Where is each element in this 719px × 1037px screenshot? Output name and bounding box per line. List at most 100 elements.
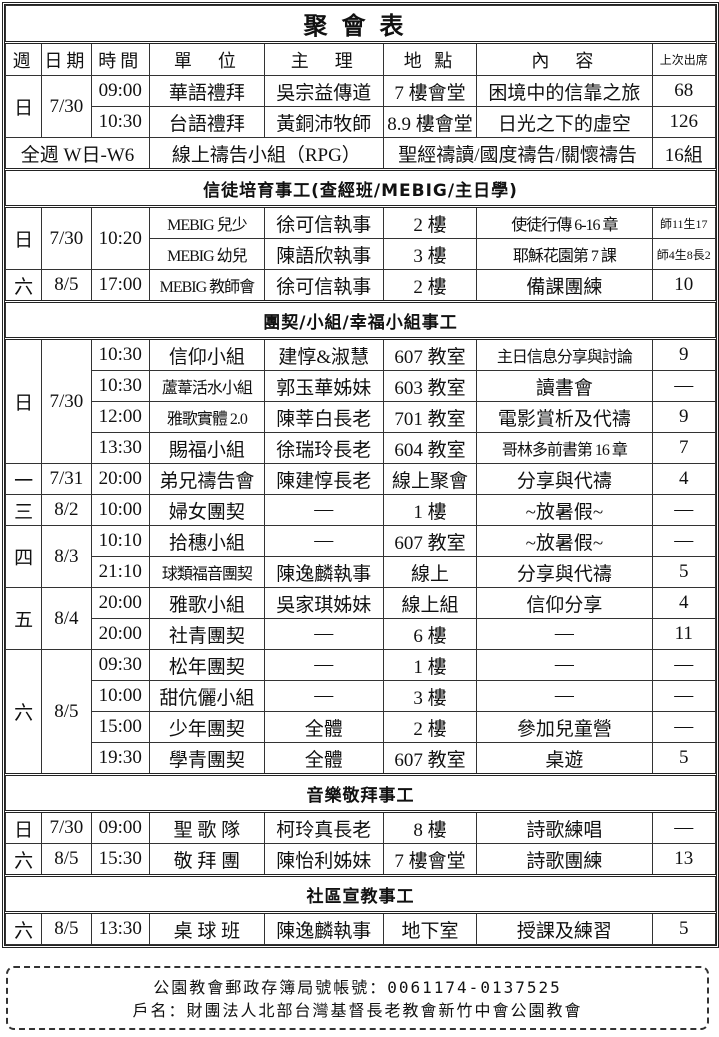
cell-time: 09:00 <box>90 811 151 844</box>
cell-place: 603 教室 <box>382 370 478 402</box>
cell-leader: 建惇&淑慧 <box>263 338 384 371</box>
cell-time: 10:30 <box>90 338 151 371</box>
cell-day: 四 <box>4 525 43 588</box>
cell-time: 19:30 <box>90 742 151 775</box>
cell-place: 線上 <box>382 556 478 588</box>
cell-place: 2 樓 <box>382 711 478 743</box>
cell-attendance: 師4生8長2 <box>651 238 716 270</box>
cell-time: 09:00 <box>90 75 151 107</box>
cell-time: 13:30 <box>90 432 151 464</box>
cell-time: 12:00 <box>90 401 151 433</box>
cell-date: 8/5 <box>41 649 92 775</box>
cell-place: 607 教室 <box>382 742 478 775</box>
cell-content: 日光之下的虛空 <box>476 106 653 138</box>
cell-date: 8/5 <box>41 269 92 302</box>
table-row: 四 8/3 10:10 拾穗小組 —607 教室 ~放暑假~ — <box>4 525 716 588</box>
cell-content: 主日信息分享與討論 <box>476 338 653 371</box>
cell-time: 10:20 <box>90 206 151 270</box>
cell-attendance: 5 <box>651 742 716 775</box>
cell-leader: — <box>263 680 384 712</box>
cell-unit: 賜福小組 <box>149 432 265 464</box>
cell-leader: 吳宗益傳道 <box>263 75 384 107</box>
cell-attendance: 126 <box>651 106 716 138</box>
cell-attendance: 10 <box>651 269 716 302</box>
table-row: 日 7/30 10:30 信仰小組 建惇&淑慧 607 教室 主日信息分享與討論 9 <box>4 338 716 464</box>
cell-leader: 全體 <box>263 711 384 743</box>
table-row: 六 8/5 13:30 桌 球 班陳逸麟執事 地下室 授課及練習 5 <box>4 912 716 945</box>
table-row: 日 7/30 09:00 華語禮拜 吳宗益傳道 7 樓會堂 困境中的信靠之旅 6… <box>4 75 716 138</box>
cell-leader: 陳建惇長老 <box>263 463 384 495</box>
cell-day: 五 <box>4 587 43 650</box>
schedule-frame: 聚會表 週 日期 時間 單 位 主 理 地 點 內 容 上次出席 日 7/30 … <box>2 2 719 948</box>
cell-date: 7/30 <box>41 338 92 464</box>
table-row: 10:30 台語禮拜 黃銅沛牧師 8.9 樓會堂 日光之下的虛空 126 <box>6 106 716 138</box>
cell-content: 備課團練 <box>476 269 653 302</box>
cell-attendance: 7 <box>651 432 716 464</box>
cell-content: 詩歌團練 <box>476 843 653 876</box>
cell-place: 3 樓 <box>382 680 478 712</box>
cell-content: 分享與代禱 <box>476 463 653 495</box>
table-row: 15:00 少年團契 全體 2 樓參加兒童營 — <box>6 711 716 743</box>
cell-unit: 甜伉儷小組 <box>149 680 265 712</box>
cell-when: 全週 W日-W6 <box>5 137 150 170</box>
cell-time: 20:00 <box>90 587 151 619</box>
cell-time: 09:30 <box>90 649 151 681</box>
section-title: 音樂敬拜事工 <box>5 773 716 813</box>
account-number: 公園教會郵政存簿局號帳號：0061174-0137525 <box>153 978 562 997</box>
header-time: 時間 <box>90 42 151 76</box>
section-header: 音樂敬拜事工 <box>5 773 716 813</box>
cell-date: 8/3 <box>41 525 92 588</box>
cell-attendance: — <box>651 370 716 402</box>
cell-content: ~放暑假~ <box>476 525 653 557</box>
cell-attendance: 9 <box>651 401 716 433</box>
cell-attendance: 16組 <box>651 137 716 170</box>
header-week: 週 <box>4 42 43 76</box>
cell-unit: MEBIG 兒少 <box>149 206 265 239</box>
header-content: 內 容 <box>476 42 653 76</box>
cell-content: 困境中的信靠之旅 <box>476 75 653 107</box>
cell-day: 六 <box>4 649 43 775</box>
bank-account-footer: 公園教會郵政存簿局號帳號：0061174-0137525 戶名：財團法人北部台灣… <box>6 966 709 1030</box>
section-title: 團契/小組/幸福小組事工 <box>5 300 716 340</box>
account-name: 戶名：財團法人北部台灣基督長老教會新竹中會公園教會 <box>132 1001 583 1020</box>
cell-attendance: 4 <box>651 463 716 495</box>
cell-leader: 吳家琪姊妹 <box>263 587 384 619</box>
cell-date: 7/30 <box>41 811 92 844</box>
cell-leader: 陳逸麟執事 <box>263 912 384 945</box>
cell-time: 10:10 <box>90 525 151 557</box>
cell-place: 7 樓會堂 <box>382 843 478 876</box>
table-row: 六 8/5 17:00 MEBIG 教師會 徐可信執事 2 樓備課團練 10 <box>4 269 716 302</box>
header-attendance: 上次出席 <box>651 42 716 76</box>
cell-unit: 雅歌實體 2.0 <box>149 401 265 433</box>
cell-place: 8.9 樓會堂 <box>382 106 478 138</box>
cell-day: 日 <box>4 75 43 138</box>
cell-time: 20:00 <box>90 618 151 650</box>
cell-content: 分享與代禱 <box>476 556 653 588</box>
cell-leader: 黃銅沛牧師 <box>263 106 384 138</box>
cell-day: 三 <box>4 494 43 526</box>
cell-time: 10:00 <box>90 494 151 526</box>
cell-date: 7/30 <box>41 206 92 270</box>
cell-time: 15:00 <box>90 711 151 743</box>
cell-leader: 全體 <box>263 742 384 775</box>
cell-unit: 學青團契 <box>149 742 265 775</box>
cell-place: 3 樓 <box>382 238 478 270</box>
cell-leader: 徐可信執事 <box>263 206 384 239</box>
section-title: 信徒培育事工(查經班/MEBIG/主日學) <box>5 168 716 208</box>
cell-unit: 少年團契 <box>149 711 265 743</box>
cell-leader: 柯玲真長老 <box>263 811 384 844</box>
cell-day: 一 <box>4 463 43 495</box>
cell-content: — <box>476 649 653 681</box>
section-header: 社區宣教事工 <box>5 874 716 914</box>
cell-content: 信仰分享 <box>476 587 653 619</box>
cell-unit: 線上禱告小組（RPG） <box>149 137 384 170</box>
cell-date: 7/30 <box>41 75 92 138</box>
cell-unit: 弟兄禱告會 <box>149 463 265 495</box>
cell-day: 日 <box>4 338 43 464</box>
cell-leader: — <box>263 649 384 681</box>
cell-date: 8/5 <box>41 843 92 876</box>
cell-unit: MEBIG 幼兒 <box>149 238 265 270</box>
cell-attendance: 5 <box>651 556 716 588</box>
cell-date: 7/31 <box>41 463 92 495</box>
